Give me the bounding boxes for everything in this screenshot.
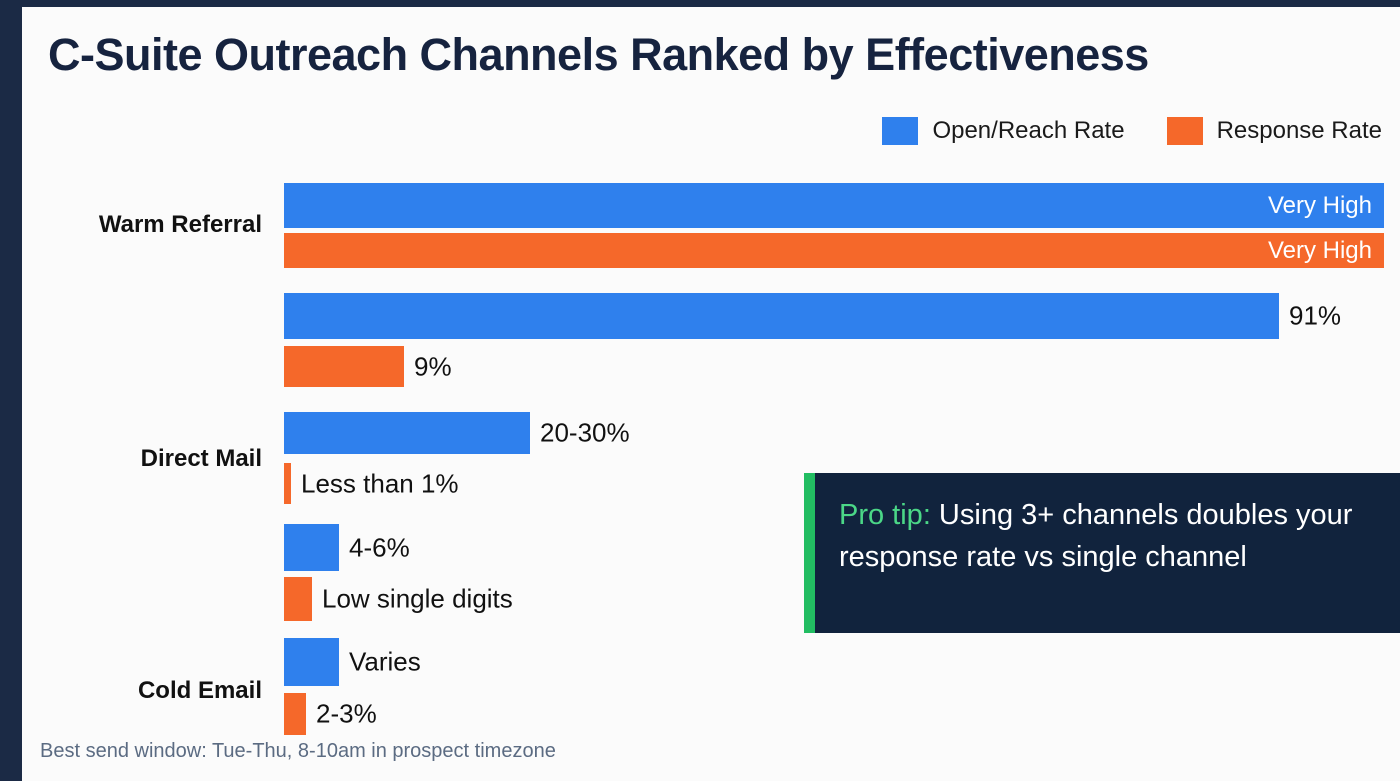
- category-label: Direct Mail: [140, 445, 262, 472]
- bar-value-label: Varies: [349, 646, 421, 677]
- legend-label: Response Rate: [1216, 117, 1382, 144]
- bar-group: Direct Mail 91% 9%: [22, 293, 1400, 472]
- bar-value-label: 91%: [1289, 300, 1342, 331]
- bar-value-label: 9%: [414, 351, 452, 381]
- chart-canvas: C-Suite Outreach Channels Ranked by Effe…: [22, 7, 1400, 781]
- bar-open-reach[interactable]: Very High: [284, 183, 1384, 228]
- bar-value-label: 20-30%: [540, 417, 630, 448]
- bar-group: Cold Phone Varies 2-3%: [22, 638, 1400, 735]
- bar-group: Warm Referral Very High Very High: [22, 172, 1400, 268]
- bar-response[interactable]: [284, 693, 306, 735]
- footnote: Best send window: Tue-Thu, 8-10am in pro…: [40, 740, 556, 762]
- bar-open-reach[interactable]: [284, 412, 530, 454]
- bar-value-label: Very High: [1267, 236, 1372, 264]
- bar-open-reach[interactable]: [284, 524, 339, 571]
- pro-tip-callout: Pro tip: Using 3+ channels doubles your …: [804, 473, 1400, 633]
- bar-value-label: 4-6%: [349, 532, 410, 562]
- pro-tip-body: Using 3+ channels doubles your response …: [839, 499, 1353, 573]
- category-label: Warm Referral: [98, 211, 262, 238]
- bar-value-label: 2-3%: [316, 698, 377, 729]
- bar-response[interactable]: [284, 577, 312, 621]
- bar-value-label: Less than 1%: [301, 468, 459, 498]
- chart-legend: Open/Reach Rate Response Rate: [882, 117, 1382, 145]
- bar-group: Social Selling 4-6% Low single digits: [22, 524, 1400, 621]
- square-swatch-icon: [882, 117, 919, 145]
- bar-open-reach[interactable]: [284, 638, 339, 686]
- pro-tip-text: Pro tip: Using 3+ channels doubles your …: [839, 495, 1380, 579]
- legend-item-response-rate[interactable]: Response Rate: [1166, 117, 1382, 145]
- bar-value-label: Low single digits: [322, 583, 513, 614]
- pro-tip-lead: Pro tip:: [839, 499, 931, 531]
- bar-response[interactable]: [284, 463, 291, 504]
- square-swatch-icon: [1166, 117, 1203, 145]
- bar-response[interactable]: Very High: [284, 233, 1384, 268]
- bar-value-label: Very High: [1267, 191, 1372, 219]
- legend-item-open-reach-rate[interactable]: Open/Reach Rate: [882, 117, 1125, 145]
- page-title: C-Suite Outreach Channels Ranked by Effe…: [48, 29, 1149, 80]
- bar-plot-area: Warm Referral Very High Very High Direct…: [22, 172, 1400, 735]
- bar-group: Cold Email 20-30% Less than 1%: [22, 412, 1400, 704]
- bar-response[interactable]: [284, 346, 404, 387]
- legend-label: Open/Reach Rate: [932, 117, 1125, 144]
- bar-open-reach[interactable]: [284, 293, 1279, 339]
- category-label: Cold Email: [137, 677, 262, 704]
